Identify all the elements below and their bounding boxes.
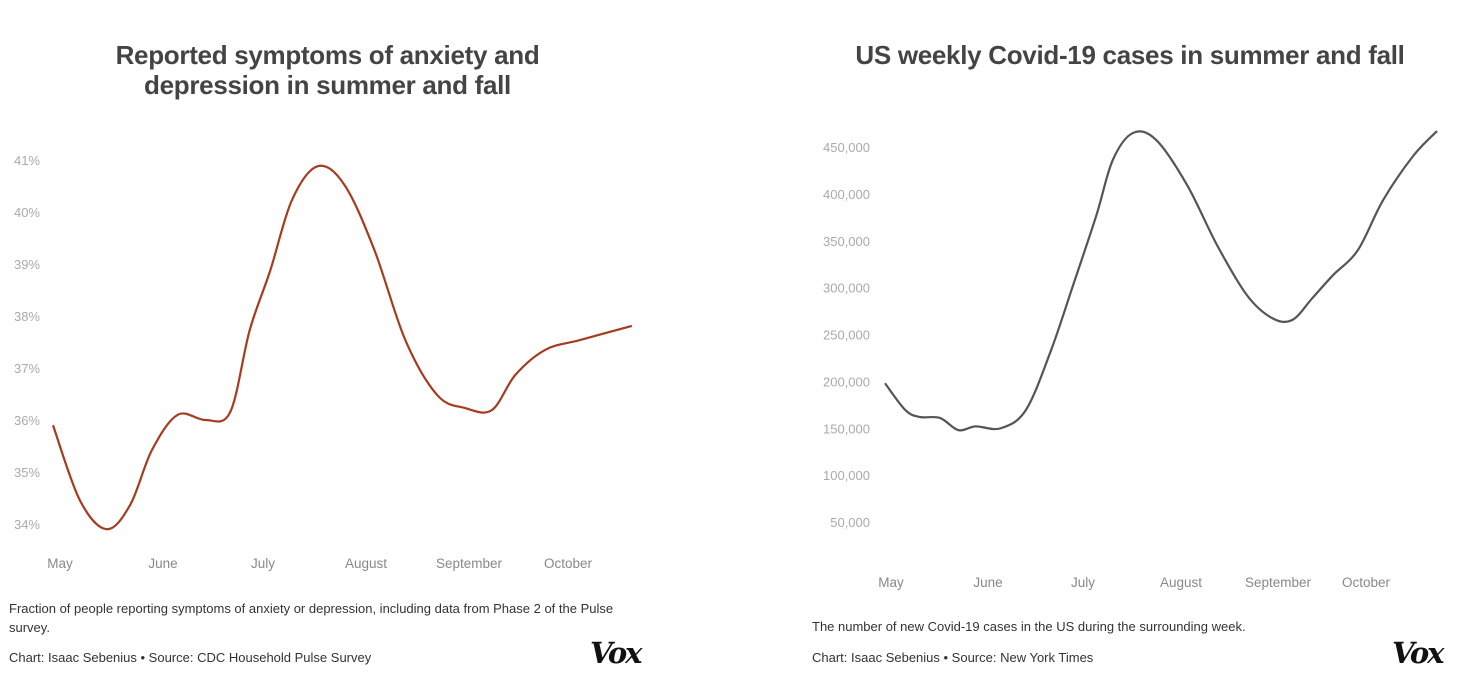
x-tick-label: July xyxy=(1071,575,1095,590)
x-tick-label: June xyxy=(973,575,1002,590)
x-tick-label: May xyxy=(47,556,73,571)
y-tick-label: 36% xyxy=(14,413,40,428)
y-tick-label: 38% xyxy=(14,309,40,324)
anxiety-series-line xyxy=(51,164,633,531)
y-tick-label: 100,000 xyxy=(823,468,870,483)
y-tick-label: 41% xyxy=(14,153,40,168)
left-chart-credit: Chart: Isaac Sebenius • Source: CDC Hous… xyxy=(9,650,372,665)
y-tick-label: 300,000 xyxy=(823,281,870,296)
y-tick-label: 35% xyxy=(14,465,40,480)
left-chart-caption: Fraction of people reporting symptoms of… xyxy=(9,601,614,635)
x-tick-label: October xyxy=(544,556,593,571)
y-tick-label: 150,000 xyxy=(823,421,870,436)
y-tick-label: 40% xyxy=(14,205,40,220)
right-chart-caption: The number of new Covid-19 cases in the … xyxy=(812,619,1246,634)
y-tick-label: 250,000 xyxy=(823,328,870,343)
y-tick-label: 39% xyxy=(14,257,40,272)
left-vox-logo: Vox xyxy=(590,636,643,670)
x-tick-label: August xyxy=(345,556,387,571)
y-tick-label: 350,000 xyxy=(823,234,870,249)
y-tick-label: 37% xyxy=(14,361,40,376)
y-tick-label: 50,000 xyxy=(830,515,870,530)
x-tick-label: May xyxy=(878,575,904,590)
x-tick-label: September xyxy=(436,556,503,571)
x-tick-label: June xyxy=(148,556,177,571)
x-tick-label: July xyxy=(251,556,275,571)
x-tick-label: October xyxy=(1342,575,1391,590)
y-tick-label: 450,000 xyxy=(823,140,870,155)
covid-cases-series-line xyxy=(884,130,1438,432)
y-tick-label: 34% xyxy=(14,517,40,532)
x-tick-label: September xyxy=(1245,575,1312,590)
right-chart-credit: Chart: Isaac Sebenius • Source: New York… xyxy=(812,650,1094,665)
left-chart-title: Reported symptoms of anxiety and depress… xyxy=(115,40,540,100)
x-tick-label: August xyxy=(1160,575,1202,590)
y-tick-label: 400,000 xyxy=(823,187,870,202)
right-vox-logo: Vox xyxy=(1392,636,1445,670)
right-chart-title: US weekly Covid-19 cases in summer and f… xyxy=(855,40,1405,70)
y-tick-label: 200,000 xyxy=(823,374,870,389)
